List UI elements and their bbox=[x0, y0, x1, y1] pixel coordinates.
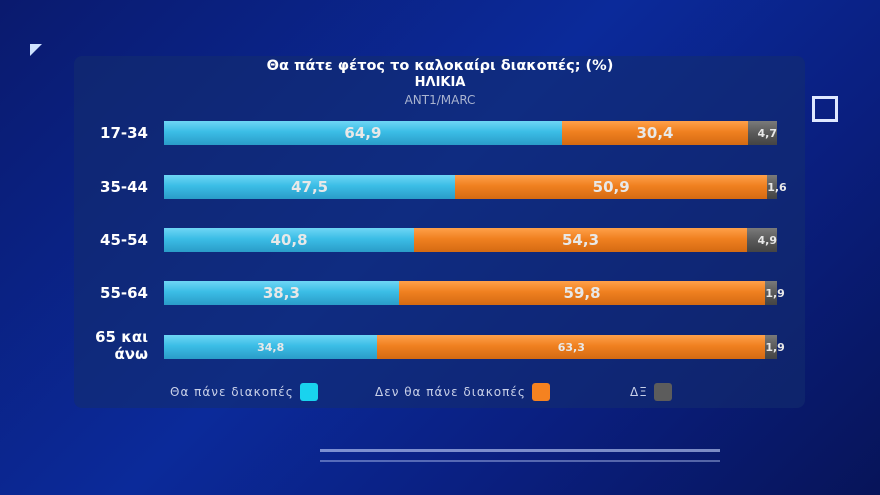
legend-item-no: Δεν θα πάνε διακοπές bbox=[375, 383, 550, 401]
data-label: 4,9 bbox=[757, 233, 777, 247]
chart-source: ANT1/MARC bbox=[404, 93, 476, 107]
data-label: 38,3 bbox=[262, 284, 300, 302]
data-label: 1,6 bbox=[767, 180, 787, 194]
category-label: 55-64 bbox=[100, 284, 148, 302]
data-label: 50,9 bbox=[592, 178, 630, 196]
category-label: 17-34 bbox=[100, 124, 148, 142]
bar-segment: 1,9 bbox=[765, 281, 785, 305]
bar-segment: 40,8 bbox=[164, 228, 415, 252]
data-label: 64,9 bbox=[344, 124, 382, 142]
chart-title: Θα πάτε φέτος το καλοκαίρι διακοπές; (%) bbox=[266, 58, 614, 74]
bar-segment: 63,3 bbox=[377, 335, 766, 359]
legend-swatch bbox=[531, 383, 550, 401]
data-label: 1,9 bbox=[765, 286, 785, 300]
legend-label: Θα πάνε διακοπές bbox=[170, 385, 294, 399]
legend-swatch bbox=[299, 383, 318, 401]
data-label: 63,3 bbox=[557, 340, 585, 354]
bar-segment: 1,9 bbox=[765, 335, 785, 359]
data-label: 30,4 bbox=[636, 124, 674, 142]
legend-item-dk: ΔΞ bbox=[630, 383, 672, 401]
data-label: 54,3 bbox=[562, 231, 600, 249]
bar-segment: 4,7 bbox=[748, 121, 777, 145]
bar-segment: 54,3 bbox=[414, 228, 747, 252]
category-label: 35-44 bbox=[100, 178, 148, 196]
category-label: 65 και άνω bbox=[95, 328, 148, 363]
bar-segment: 1,6 bbox=[767, 175, 787, 199]
category-label: 45-54 bbox=[100, 231, 148, 249]
legend-swatch bbox=[653, 383, 672, 401]
chart-subtitle: ΗΛΙΚΙΑ bbox=[414, 75, 466, 90]
bar-segment: 4,9 bbox=[746, 228, 777, 252]
data-label: 47,5 bbox=[291, 178, 329, 196]
data-label: 40,8 bbox=[270, 231, 308, 249]
legend-item-yes: Θα πάνε διακοπές bbox=[170, 383, 318, 401]
data-label: 4,7 bbox=[757, 126, 777, 140]
corner-arrow-icon bbox=[30, 44, 42, 56]
bar-segment: 59,8 bbox=[398, 281, 766, 305]
data-label: 1,9 bbox=[765, 340, 785, 354]
bar-segment: 47,5 bbox=[164, 175, 456, 199]
legend-label: Δεν θα πάνε διακοπές bbox=[375, 385, 526, 399]
bar-segment: 50,9 bbox=[455, 175, 768, 199]
bar-segment: 38,3 bbox=[164, 281, 399, 305]
data-label: 34,8 bbox=[257, 340, 285, 354]
decor-line bbox=[320, 460, 720, 462]
data-label: 59,8 bbox=[563, 284, 601, 302]
legend-label: ΔΞ bbox=[630, 385, 648, 399]
decor-line bbox=[320, 449, 720, 452]
bar-segment: 34,8 bbox=[164, 335, 378, 359]
square-outline-icon bbox=[812, 96, 838, 122]
bar-segment: 30,4 bbox=[561, 121, 749, 145]
bar-segment: 64,9 bbox=[164, 121, 562, 145]
